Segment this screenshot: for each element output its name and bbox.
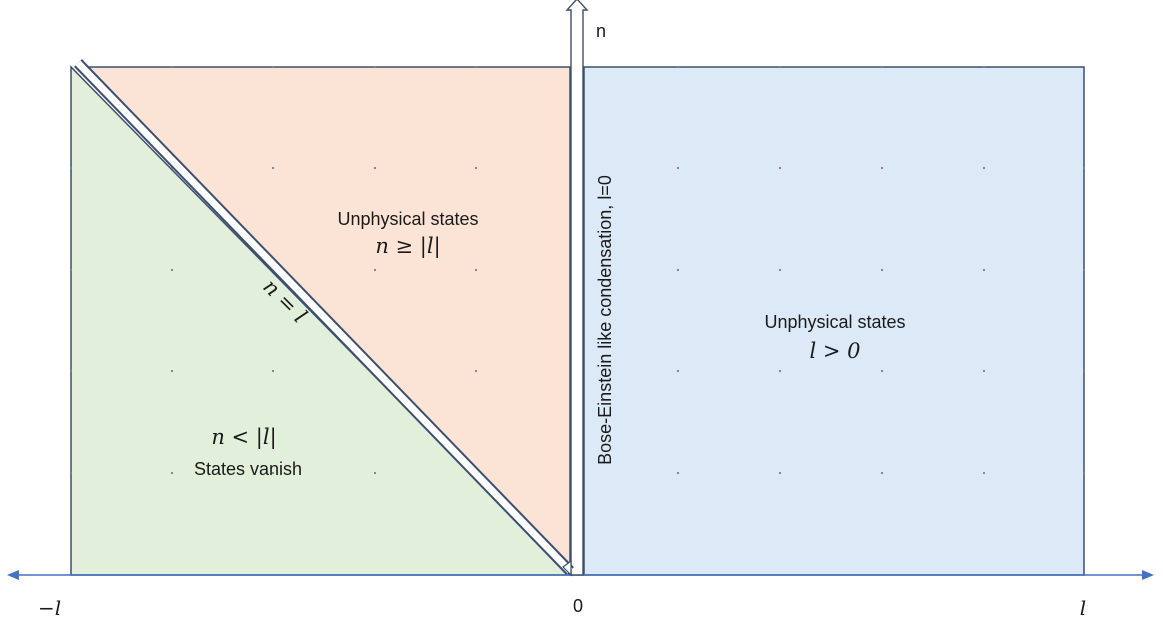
label-n-geq-abs-l: n ≥ |l|	[375, 234, 440, 259]
axis-arrow-right-icon	[1142, 570, 1154, 580]
tick-label-minus-l: −l	[38, 596, 61, 620]
label-unphysical-right: Unphysical states	[764, 312, 905, 332]
label-bose-einstein: Bose-Einstein like condensation, l=0	[595, 175, 615, 465]
vertical-axis-arrow	[565, 0, 589, 576]
grid-dots	[69, 65, 1086, 475]
tick-label-l: l	[1080, 596, 1086, 620]
axis-label-n: n	[596, 21, 606, 41]
axis-arrow-left-icon	[7, 570, 19, 580]
label-l-greater-than-zero: l > 0	[809, 339, 860, 363]
diagonal-band-inner	[75, 60, 573, 574]
label-n-less-than-abs-l: n < |l|	[211, 425, 276, 450]
diagonal-band-tip	[562, 559, 572, 577]
tick-label-zero: 0	[573, 596, 583, 616]
region-unphysical-right	[583, 66, 1085, 576]
label-states-vanish: States vanish	[194, 459, 302, 479]
label-unphysical-left: Unphysical states	[337, 209, 478, 229]
